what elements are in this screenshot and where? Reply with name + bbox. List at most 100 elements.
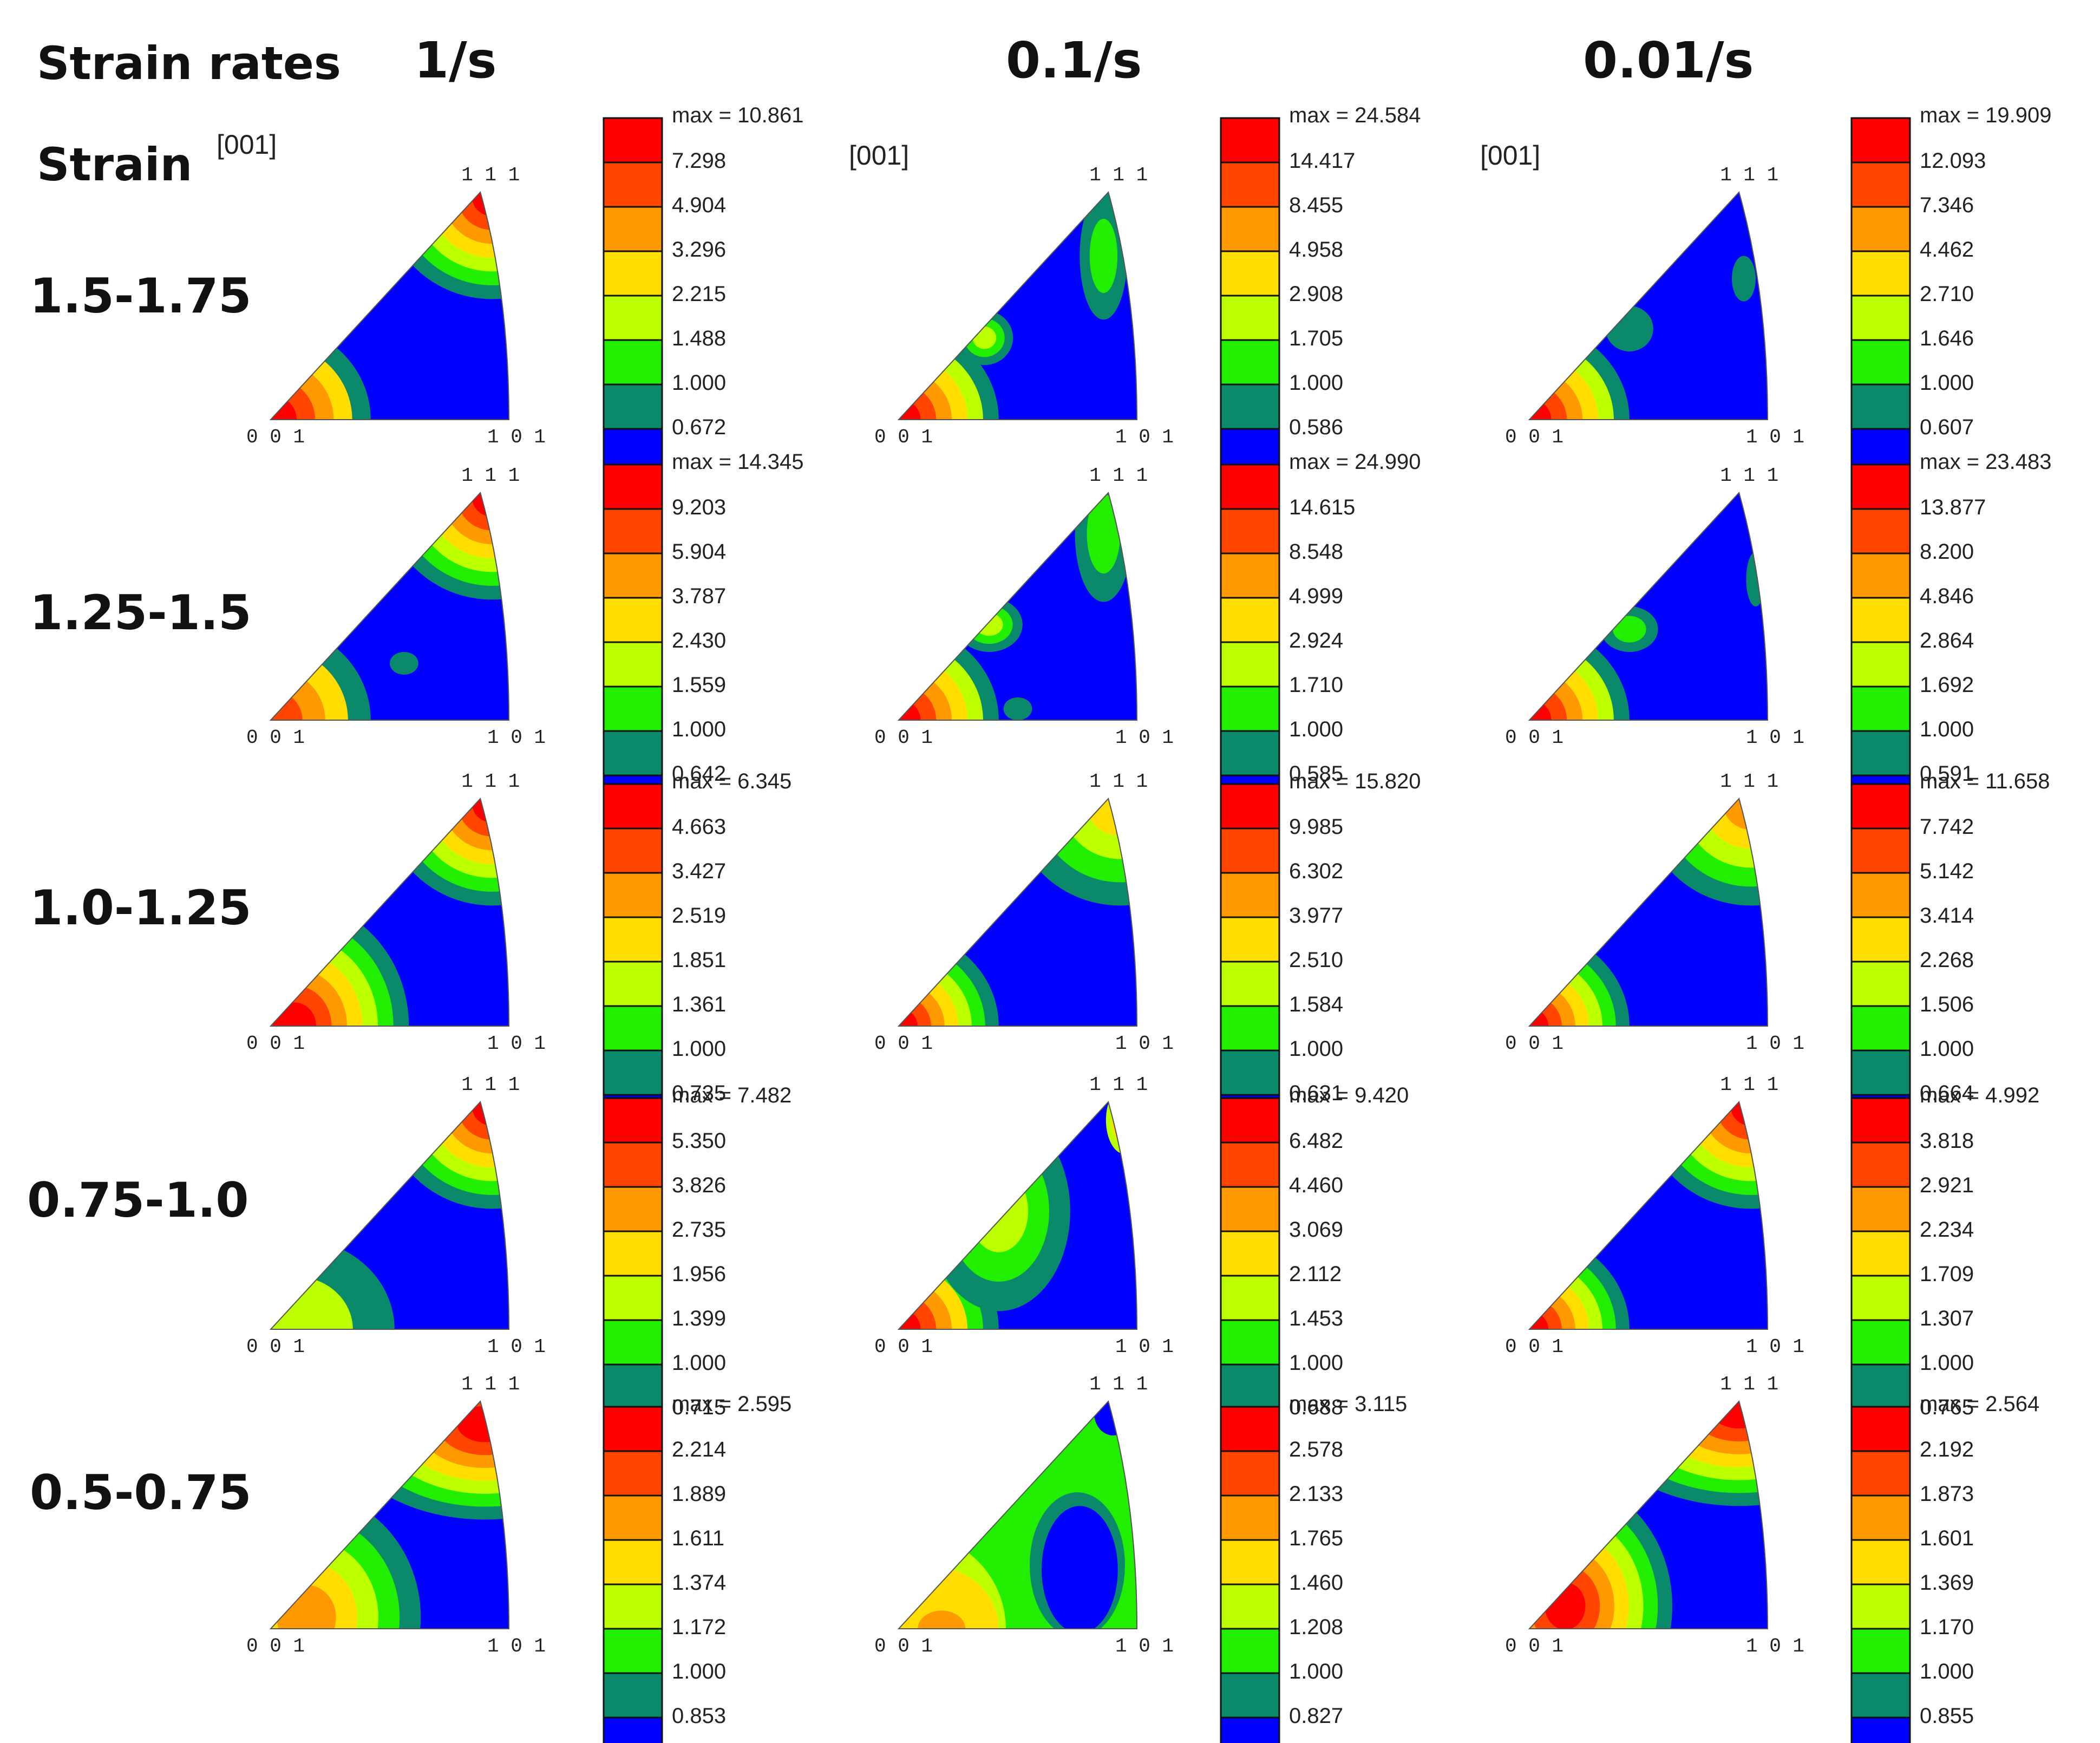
colorbar-label: 2.735 xyxy=(672,1218,726,1242)
colorbar-swatch xyxy=(1220,339,1280,386)
colorbar-swatch xyxy=(603,1363,663,1410)
colorbar-swatch xyxy=(1850,250,1911,297)
colorbar-swatch xyxy=(1220,161,1280,208)
contour xyxy=(1529,982,1575,1026)
colorbar-swatch xyxy=(1850,1628,1911,1674)
vertex-label-001: 0 0 1 xyxy=(874,426,933,448)
vertex-label-001: 0 0 1 xyxy=(874,1635,933,1657)
colorbar-label: 2.192 xyxy=(1920,1438,1974,1461)
vertex-label-111: 1 1 1 xyxy=(461,1074,520,1096)
colorbar-swatch xyxy=(603,1672,663,1719)
colorbar-label: 5.142 xyxy=(1920,859,1974,883)
colorbar-swatch xyxy=(1220,1186,1280,1232)
contour xyxy=(899,1293,937,1329)
colorbar-label: max = 6.345 xyxy=(672,769,791,793)
colorbar-label: 3.414 xyxy=(1920,904,1974,928)
colorbar-label: 2.908 xyxy=(1289,282,1343,306)
strain-row-label-3: 1.0-1.25 xyxy=(30,880,252,936)
vertex-label-101: 1 0 1 xyxy=(1115,426,1174,448)
colorbar-swatch xyxy=(603,383,663,430)
pole-figure-4: 1 1 1 0 0 1 1 0 1 xyxy=(246,465,546,749)
colorbar-label: 4.999 xyxy=(1289,584,1343,608)
colorbar-swatch xyxy=(1220,1672,1280,1719)
colorbar-swatch xyxy=(1220,1275,1280,1321)
colorbar-label: max = 11.658 xyxy=(1920,769,2050,793)
colorbar-label: max = 15.820 xyxy=(1289,769,1421,793)
colorbar-label: 1.000 xyxy=(1920,717,1974,741)
vertex-label-001: 0 0 1 xyxy=(246,1635,305,1657)
vertex-label-101: 1 0 1 xyxy=(1115,1336,1174,1358)
vertex-label-101: 1 0 1 xyxy=(1115,727,1174,749)
colorbar-swatch xyxy=(1850,686,1911,732)
colorbar-swatch xyxy=(603,1141,663,1188)
colorbar-1: max = 10.861 7.298 4.904 3.296 2.215 1.488 1.0… xyxy=(603,103,804,474)
colorbar-label: 0.642 xyxy=(672,762,726,786)
colorbar-label: 0.591 xyxy=(1920,762,1974,786)
colorbar-label: 1.172 xyxy=(672,1615,726,1639)
colorbar-label: 8.200 xyxy=(1920,540,1974,564)
vertex-label-001: 0 0 1 xyxy=(874,727,933,749)
triangle-outline xyxy=(1528,1400,1769,1629)
colorbar-swatch xyxy=(1850,1230,1911,1277)
colorbar-2: max = 24.584 14.417 8.455 4.958 2.908 1.705 1.… xyxy=(1220,103,1421,474)
pole-figure-10: 1 1 1 0 0 1 1 0 1 xyxy=(246,1074,546,1358)
colorbar-label: 0.585 xyxy=(1289,762,1343,786)
colorbar-label: 1.000 xyxy=(672,371,726,395)
colorbar-label: 3.977 xyxy=(1289,904,1343,928)
colorbar-swatch xyxy=(1220,1141,1280,1188)
contour xyxy=(271,359,334,420)
contour xyxy=(1613,616,1646,643)
colorbar-swatch xyxy=(1850,1275,1911,1321)
colorbar-label: 8.455 xyxy=(1289,193,1343,217)
colorbar-label: 0.855 xyxy=(1920,1704,1974,1728)
rate-header-1: 1/s xyxy=(414,31,497,89)
colorbar-swatch xyxy=(1850,1494,1911,1541)
colorbar-label: max = 4.992 xyxy=(1920,1083,2039,1107)
colorbar-label: 8.548 xyxy=(1289,540,1343,564)
colorbar-label: 1.460 xyxy=(1289,1571,1343,1595)
colorbar-label: 2.234 xyxy=(1920,1218,1974,1242)
triangle-outline xyxy=(897,492,1138,721)
colorbar-label: 1.611 xyxy=(672,1526,724,1550)
vertex-label-101: 1 0 1 xyxy=(1746,727,1804,749)
colorbar-swatch xyxy=(1220,641,1280,688)
colorbar-label: 4.958 xyxy=(1289,238,1343,262)
colorbar-swatch xyxy=(1850,641,1911,688)
contour xyxy=(1746,552,1765,606)
colorbar-15: max = 2.564 2.192 1.873 1.601 1.369 1.170 1.00… xyxy=(1850,1392,2039,1743)
pole-figure-3: 1 1 1 0 0 1 1 0 1 xyxy=(1505,164,1804,448)
colorbar-swatch xyxy=(1850,552,1911,599)
strain-row-label-5: 0.5-0.75 xyxy=(30,1465,252,1520)
colorbar-label: 3.069 xyxy=(1289,1218,1343,1242)
colorbar-label: max = 24.990 xyxy=(1289,450,1421,474)
contour xyxy=(1529,369,1583,420)
colorbar-swatch xyxy=(1220,961,1280,1007)
colorbar-label: 3.818 xyxy=(1920,1129,1974,1153)
vertex-label-101: 1 0 1 xyxy=(487,1635,546,1657)
colorbar-swatch xyxy=(1850,1672,1911,1719)
vertex-label-001: 0 0 1 xyxy=(246,426,305,448)
colorbar-label: 0.607 xyxy=(1920,415,1974,439)
colorbar-swatch xyxy=(1850,339,1911,386)
pole-label-2: [001] xyxy=(849,140,910,171)
colorbar-5: max = 24.990 14.615 8.548 4.999 2.924 1.710 1.… xyxy=(1220,450,1421,821)
colorbar-label: 1.692 xyxy=(1920,673,1974,697)
colorbar-swatch xyxy=(603,508,663,554)
colorbar-swatch xyxy=(603,1005,663,1052)
colorbar-swatch xyxy=(1220,1628,1280,1674)
strain-row-label-1: 1.5-1.75 xyxy=(30,268,252,324)
colorbar-label: 1.374 xyxy=(672,1571,726,1595)
colorbar-swatch xyxy=(1850,1049,1911,1096)
colorbar-label: 3.787 xyxy=(672,584,726,608)
colorbar-label: 13.877 xyxy=(1920,495,1986,519)
colorbar-label: 4.846 xyxy=(1920,584,1974,608)
colorbar-label: 7.346 xyxy=(1920,193,1974,217)
colorbar-swatch xyxy=(1850,295,1911,341)
colorbar-swatch xyxy=(603,730,663,776)
colorbar-swatch xyxy=(603,961,663,1007)
colorbar-label: 2.133 xyxy=(1289,1482,1343,1506)
contour xyxy=(457,1406,509,1442)
colorbar-label: 1.000 xyxy=(1289,1660,1343,1683)
pole-figure-15: 1 1 1 0 0 1 1 0 1 xyxy=(1505,1373,1804,1657)
